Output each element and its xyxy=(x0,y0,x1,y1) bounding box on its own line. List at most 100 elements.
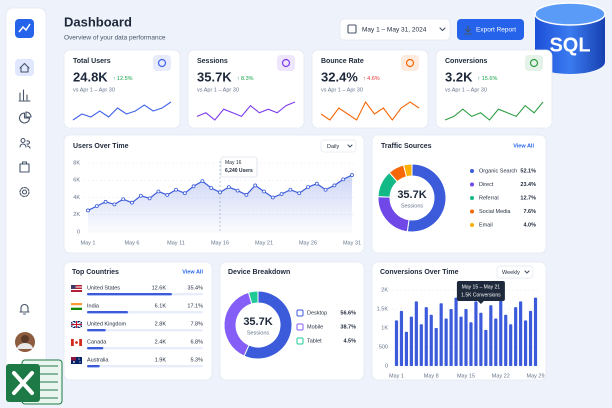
bar xyxy=(459,316,463,366)
bar xyxy=(509,324,513,366)
bar xyxy=(464,309,468,366)
nav-products[interactable] xyxy=(19,161,30,173)
point xyxy=(156,189,161,194)
kpi-value: 24.8K xyxy=(73,69,108,84)
country-name: Australia xyxy=(87,357,109,363)
excel-x xyxy=(12,371,34,395)
nav-settings[interactable] xyxy=(19,186,30,198)
bar xyxy=(504,314,508,366)
bar xyxy=(419,324,423,366)
point xyxy=(138,193,143,198)
sparkline xyxy=(196,101,296,121)
y-tick-label: 6K xyxy=(73,178,80,184)
point xyxy=(200,179,205,184)
x-tick-label: May 6 xyxy=(125,240,140,246)
calendar-icon xyxy=(347,24,357,34)
date-picker[interactable] xyxy=(339,18,451,41)
tooltip xyxy=(456,281,505,301)
kpi-card xyxy=(63,49,181,129)
bar xyxy=(479,312,483,366)
legend-label: Direct xyxy=(479,182,494,188)
period-select[interactable] xyxy=(320,139,357,153)
bar xyxy=(494,318,498,366)
kpi-icon xyxy=(405,58,415,68)
kpi-value: 32.4% xyxy=(321,69,358,84)
bar xyxy=(523,320,528,366)
nav-users[interactable] xyxy=(19,137,31,149)
period-chevron xyxy=(347,144,353,148)
area xyxy=(88,175,352,232)
legend-label: Desktop xyxy=(307,310,327,316)
nav-analytics[interactable] xyxy=(18,111,32,124)
share-bar xyxy=(87,293,172,296)
kpi-value: 3.2K xyxy=(445,69,473,84)
sql-cylinder-top xyxy=(534,2,606,26)
x-tick-label: May 21 xyxy=(255,240,273,246)
traffic-link[interactable]: View All xyxy=(513,143,534,149)
point xyxy=(332,183,337,188)
nav-home[interactable] xyxy=(19,62,30,73)
point xyxy=(314,181,319,186)
share-bar xyxy=(87,347,104,350)
country-value: 2.4K xyxy=(155,339,167,345)
point xyxy=(323,187,328,192)
x-tick-label: May 31 xyxy=(343,240,361,246)
flag-uk xyxy=(70,320,83,329)
country-name: Canada xyxy=(87,339,107,345)
point xyxy=(112,202,117,207)
bar xyxy=(404,331,409,366)
kpi-comparison: vs Apr 1 – Apr 30 xyxy=(445,87,487,93)
bar xyxy=(434,328,438,366)
legend-icon xyxy=(296,309,304,317)
countries-link[interactable]: View All xyxy=(182,269,203,275)
country-name: United States xyxy=(87,285,120,291)
traffic-title: Traffic Sources xyxy=(381,143,432,150)
country-share: 6.8% xyxy=(190,339,203,345)
x-tick-label: May 1 xyxy=(389,373,404,379)
bar xyxy=(514,307,518,366)
nav-reports[interactable] xyxy=(18,89,31,102)
kpi-label: Total Users xyxy=(73,58,111,65)
country-share: 5.3% xyxy=(190,357,203,363)
x-tick-label: May 1 xyxy=(81,240,96,246)
period-label: Daily xyxy=(327,144,339,150)
point xyxy=(244,193,249,197)
notifications[interactable] xyxy=(19,303,30,315)
kpi-comparison: vs Apr 1 – Apr 30 xyxy=(197,87,239,93)
point xyxy=(226,185,231,190)
export-button[interactable] xyxy=(457,19,524,40)
period-select[interactable] xyxy=(496,265,534,279)
y-tick-label: 0 xyxy=(385,363,388,369)
kpi-change: ↑ 15.6% xyxy=(477,76,497,82)
point xyxy=(279,192,284,196)
share-bar xyxy=(87,311,129,314)
bar xyxy=(444,318,448,366)
page-subtitle: Overview of your data performance xyxy=(64,35,166,42)
legend-dot xyxy=(470,223,474,227)
bar xyxy=(424,307,428,366)
kpi-icon-bg xyxy=(153,55,171,71)
center-label: Sessions xyxy=(401,203,424,209)
country-value: 6.1K xyxy=(155,303,167,309)
kpi-icon-bg xyxy=(277,55,295,71)
conversions-title: Conversions Over Time xyxy=(380,269,459,276)
legend-dot xyxy=(470,196,474,200)
period-label: Weekly xyxy=(502,270,520,276)
center-value: 35.7K xyxy=(397,189,426,201)
x-tick-label: May 8 xyxy=(424,373,439,379)
x-tick-label: May 16 xyxy=(211,240,229,246)
x-tick-label: May 15 xyxy=(457,373,475,379)
y-tick-label: 2K xyxy=(73,212,80,218)
tooltip-text: 6,240 Users xyxy=(225,168,253,174)
kpi-icon xyxy=(529,58,539,68)
legend-value: 56.6% xyxy=(340,310,356,316)
legend-label: Tablet xyxy=(307,338,322,344)
point xyxy=(288,187,293,192)
x-tick-label: May 11 xyxy=(167,240,185,246)
country-name: United Kingdom xyxy=(87,321,127,327)
avatar-head xyxy=(21,335,29,343)
legend-value: 38.7% xyxy=(340,324,356,330)
point xyxy=(103,199,108,204)
date-chevron xyxy=(439,27,446,32)
